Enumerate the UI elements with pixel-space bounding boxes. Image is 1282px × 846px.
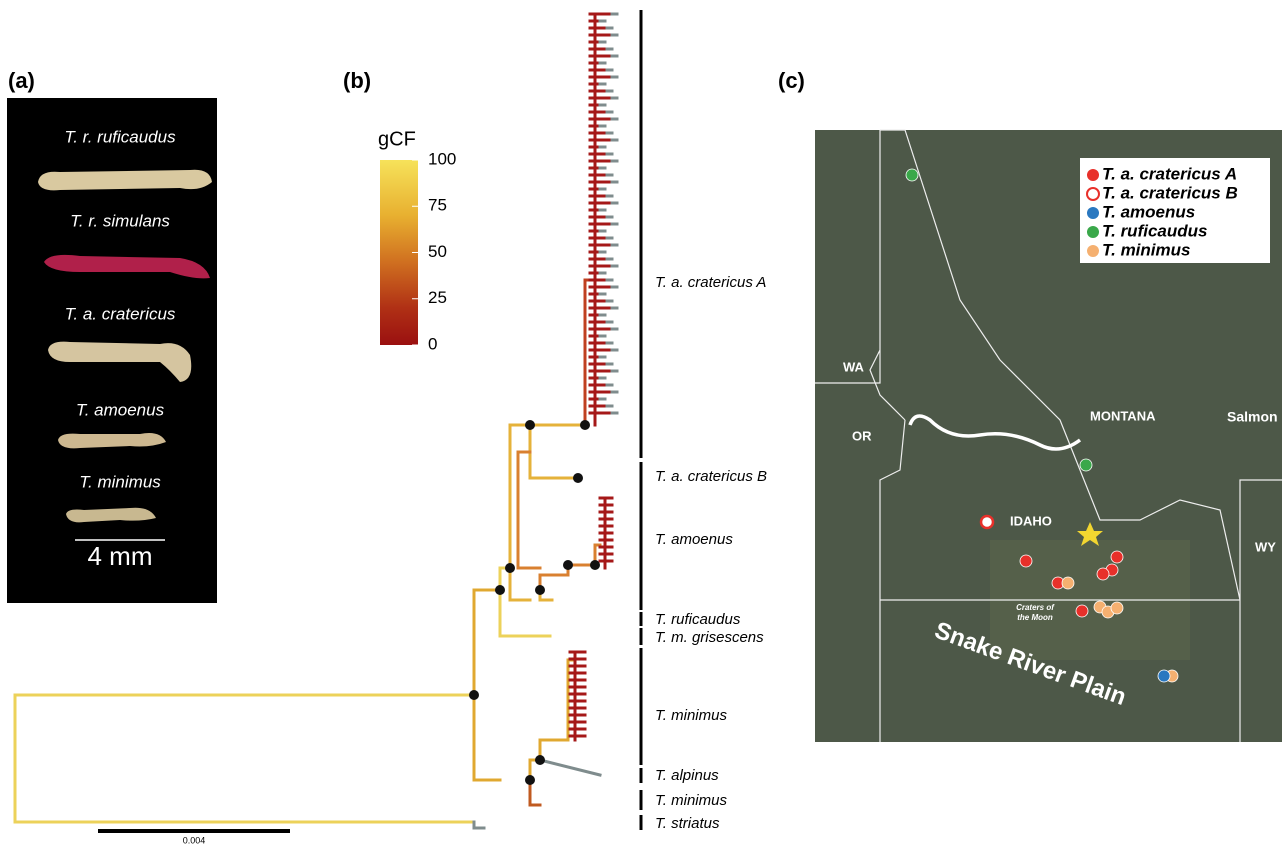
sample-point [1076,605,1088,617]
sample-point [1062,577,1074,589]
node [563,560,573,570]
branch [540,760,600,775]
sample-point [1111,551,1123,563]
branch [15,695,474,822]
node [525,420,535,430]
colorbar-tick-label: 100 [428,149,456,168]
place-label: Craters of [1016,603,1055,612]
branch [500,568,550,636]
legend-marker [1087,188,1099,200]
clade-label: T. amoenus [655,531,733,548]
branch [530,425,585,478]
sample-point [1158,670,1170,682]
colorbar-tick-label: 0 [428,334,437,353]
place-label: MONTANA [1090,408,1156,423]
clade-label: T. ruficaudus [655,611,741,628]
clade-label: T. a. cratericus A [655,274,766,291]
place-label: OR [852,428,872,443]
node [580,420,590,430]
specimen-name: T. a. cratericus [65,304,176,323]
colorbar-tick-label: 75 [428,196,447,215]
legend-marker [1087,226,1099,238]
colorbar-tick-label: 50 [428,242,447,261]
specimen-name: T. r. ruficaudus [64,127,176,146]
clade-label: T. minimus [655,792,727,809]
node [505,563,515,573]
specimen-name: T. minimus [79,472,161,491]
place-label: IDAHO [1010,513,1052,528]
legend-label: T. a. cratericus B [1102,183,1238,202]
place-label: WY [1255,539,1276,554]
clade-label: T. minimus [655,707,727,724]
sample-point [981,516,993,528]
sample-point [1097,568,1109,580]
specimen-name: T. amoenus [76,400,165,419]
sample-point [1111,602,1123,614]
legend-label: T. amoenus [1102,202,1195,221]
panel-label: (c) [778,68,805,93]
node [469,690,479,700]
sample-point [906,169,918,181]
legend-marker [1087,169,1099,181]
legend-marker [1087,245,1099,257]
branch [474,590,500,780]
node [573,473,583,483]
clade-label: T. a. cratericus B [655,468,767,485]
node [590,560,600,570]
legend-label: T. ruficaudus [1102,221,1207,240]
colorbar-tick-label: 25 [428,288,447,307]
scale-label: 4 mm [88,541,153,571]
legend-label: T. a. cratericus A [1102,164,1237,183]
panel-label: (b) [343,68,371,93]
place-label: the Moon [1017,613,1053,622]
specimen-name: T. r. simulans [70,211,170,230]
bone [66,508,156,523]
place-label: Salmon River [1227,409,1282,425]
tree-scale-label: 0.004 [183,835,206,845]
node [525,775,535,785]
node [535,585,545,595]
node [535,755,545,765]
clade-label: T. m. grisescens [655,629,764,646]
clade-label: T. alpinus [655,767,719,784]
sample-point [1080,459,1092,471]
branch [474,822,484,828]
clade-label: T. striatus [655,815,720,832]
sample-point [1020,555,1032,567]
place-label: WA [843,359,865,374]
figure: (a) 4 mm (b) gCF 0.004 T. a. cratericus … [0,0,1282,846]
legend-label: T. minimus [1102,240,1190,259]
node [495,585,505,595]
legend-title: gCF [378,128,416,150]
legend-marker [1087,207,1099,219]
bone [38,170,212,191]
panel-label: (a) [8,68,35,93]
